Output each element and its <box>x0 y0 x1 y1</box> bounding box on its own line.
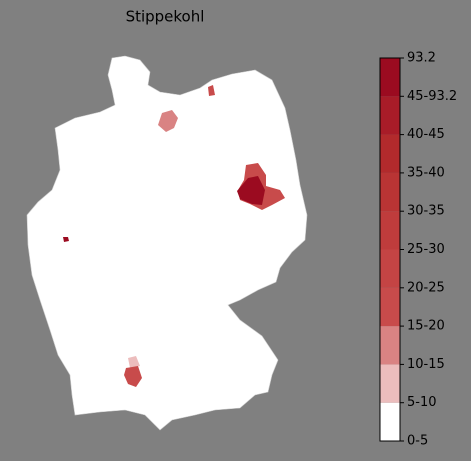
region-south-light <box>128 356 140 368</box>
colorbar-label: 15-20 <box>407 319 445 334</box>
colorbar-label: 93.2 <box>407 51 436 66</box>
colorbar: 0-5 5-10 10-15 15-20 20-25 25-30 30-35 35-40 40-… <box>379 51 457 449</box>
colorbar-label: 5-10 <box>407 395 437 410</box>
colorbar-segment <box>380 96 400 135</box>
region-north <box>158 110 178 132</box>
colorbar-label: 25-30 <box>407 242 445 257</box>
colorbar-label: 35-40 <box>407 165 445 180</box>
colorbar-segment <box>380 58 400 97</box>
colorbar-segment <box>380 364 400 403</box>
region-east-core <box>237 176 265 205</box>
colorbar-label: 30-35 <box>407 204 445 219</box>
germany-map <box>26 55 308 431</box>
map-title: Stippekohl <box>126 8 205 26</box>
colorbar-segment <box>380 211 400 250</box>
colorbar-segment <box>380 287 400 327</box>
colorbar-segment <box>380 134 400 173</box>
colorbar-segment <box>380 402 400 441</box>
region-south <box>124 366 142 387</box>
colorbar-label: 0-5 <box>407 434 428 449</box>
colorbar-label: 45-93.2 <box>407 89 457 104</box>
colorbar-label: 40-45 <box>407 127 445 142</box>
colorbar-segment <box>380 326 400 365</box>
colorbar-label: 10-15 <box>407 357 445 372</box>
colorbar-label: 20-25 <box>407 280 445 295</box>
region-coast <box>208 85 215 96</box>
colorbar-segment <box>380 172 400 212</box>
colorbar-segment <box>380 249 400 288</box>
region-west <box>63 237 69 242</box>
country-outline <box>26 55 308 431</box>
